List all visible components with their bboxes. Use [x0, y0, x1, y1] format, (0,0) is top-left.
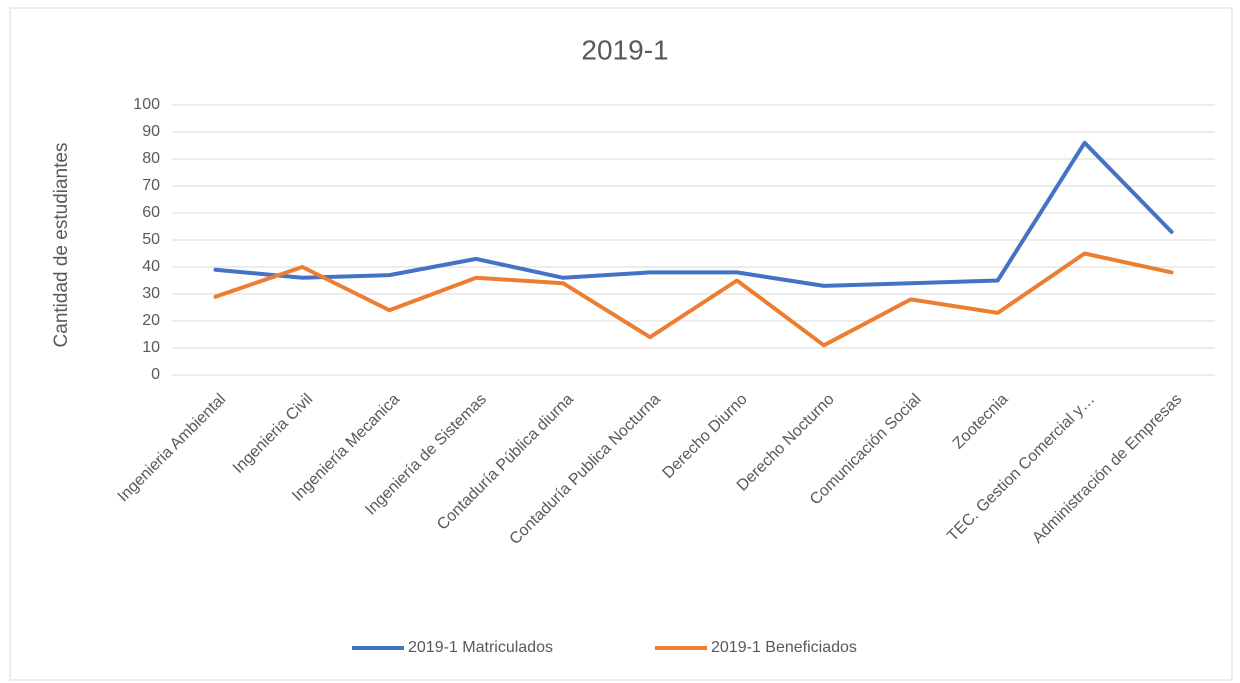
series-line — [213, 251, 1174, 348]
legend-label: 2019-1 Matriculados — [408, 639, 553, 656]
chart-border — [9, 7, 1233, 681]
y-tick-label: 80 — [142, 150, 160, 167]
series-line — [213, 140, 1174, 288]
y-tick-label: 30 — [142, 285, 160, 302]
legend-label: 2019-1 Beneficiados — [711, 639, 857, 656]
y-tick-label: 40 — [142, 258, 160, 275]
y-tick-label: 70 — [142, 177, 160, 194]
y-tick-label: 10 — [142, 339, 160, 356]
y-tick-label: 50 — [142, 231, 160, 248]
y-tick-label: 90 — [142, 123, 160, 140]
chart-title: 2019-1 — [581, 34, 668, 65]
y-axis-label: Cantidad de estudiantes — [51, 143, 72, 348]
y-tick-label: 100 — [133, 96, 160, 113]
y-tick-label: 60 — [142, 204, 160, 221]
y-tick-label: 0 — [151, 366, 160, 383]
y-tick-label: 20 — [142, 312, 160, 329]
